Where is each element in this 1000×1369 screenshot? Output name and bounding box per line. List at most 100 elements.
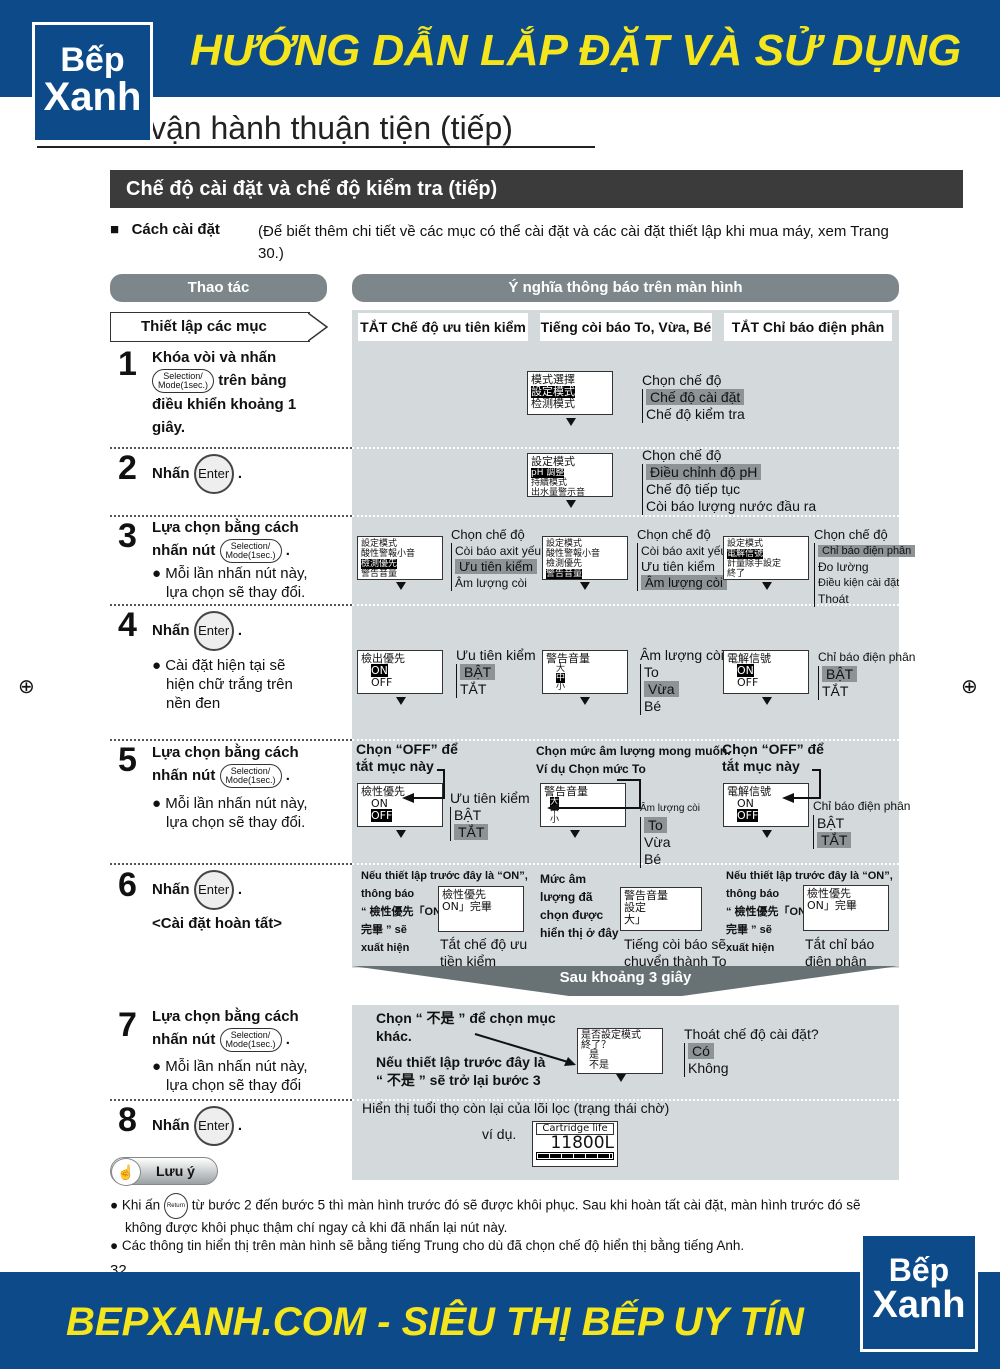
divider xyxy=(352,1099,899,1101)
result-text: Tắt chỉ báo điện phân xyxy=(805,936,875,969)
registration-mark-icon: ⊕ xyxy=(18,676,35,698)
step-number: 7 xyxy=(118,1006,137,1044)
step-7-text: Lựa chọn bằng cách nhấn nút Selection/Mo… xyxy=(152,1005,299,1053)
hand-icon: ☝ xyxy=(111,1158,141,1186)
enter-button-icon: Enter xyxy=(193,1106,234,1146)
lcd-screen: 設定模式 酸性警報小音 檢測優先 警告音量 xyxy=(542,536,628,580)
step-3-note: ● Mỗi lần nhấn nút này, lựa chọn sẽ thay … xyxy=(152,565,308,601)
step-2-text: Nhấn Enter . xyxy=(152,454,242,494)
enter-button-icon: Enter xyxy=(193,870,234,910)
lcd-screen: 設定模式 電解信號 計量除手設定 終了 xyxy=(723,536,809,580)
menu-list: Âm lượng còi To Vừa Bé xyxy=(640,647,724,715)
column-header-operation: Thao tác xyxy=(110,274,327,302)
divider xyxy=(352,447,899,449)
down-arrow-icon xyxy=(616,1074,626,1082)
down-arrow-icon xyxy=(570,830,580,838)
menu-list: Chọn chế độ Chế độ cài đặt Chế độ kiểm tra xyxy=(642,372,745,423)
step-8-text: Nhấn Enter . xyxy=(152,1106,242,1146)
logo: Bếp Xanh xyxy=(32,22,153,143)
step-number: 1 xyxy=(118,345,137,383)
divider xyxy=(110,604,352,606)
setup-items-label: Thiết lập các mục xyxy=(110,312,310,342)
lcd-screen: 檢出優先 ON OFF xyxy=(357,650,443,694)
down-arrow-icon xyxy=(566,500,576,508)
top-banner xyxy=(0,0,1000,97)
step-5-caption: Chọn “OFF” để tắt mục này xyxy=(356,741,458,774)
lcd-screen: 電解信號 ON OFF xyxy=(723,650,809,694)
divider xyxy=(110,739,352,741)
step-4-text: Nhấn Enter . xyxy=(152,611,242,651)
header-title: HƯỚNG DẪN LẮP ĐẶT VÀ SỬ DỤNG xyxy=(190,26,962,75)
filter-life-lcd: Cartridge life 11800L xyxy=(532,1121,618,1167)
menu-list: Chọn chế độ Chỉ báo điện phân Đo lường Điều… xyxy=(814,527,916,607)
divider xyxy=(352,515,899,517)
tab-buzzer: Tiếng còi báo To, Vừa, Bé xyxy=(540,313,712,341)
example-label: ví dụ. xyxy=(482,1126,517,1142)
column-header-meaning: Ý nghĩa thông báo trên màn hình xyxy=(352,274,899,302)
enter-button-icon: Enter xyxy=(193,611,234,651)
menu-list: Âm lượng còi To Vừa Bé xyxy=(640,803,700,868)
lcd-screen: 檢性優先 ON」完畢 xyxy=(438,886,524,932)
selection-mode-button-icon: Selection/Mode(1sec.) xyxy=(219,764,282,789)
lcd-screen: 設定模式 酸性警報小音 檢測優先 警告音量 xyxy=(357,536,443,580)
divider xyxy=(352,863,899,865)
lcd-screen: 警告音量大中小 xyxy=(542,650,628,694)
down-arrow-icon xyxy=(762,697,772,705)
selection-mode-button-icon: Selection/Mode(1sec.) xyxy=(219,539,282,564)
step-1-text: Khóa vòi và nhấn Selection/Mode(1sec.) t… xyxy=(152,349,297,437)
selection-arrows xyxy=(402,769,821,810)
step-5-text: Lựa chọn bằng cách nhấn nút Selection/Mo… xyxy=(152,741,299,789)
step-6-note: Nếu thiết lập trước đây là “ON”, thông bá… xyxy=(361,870,528,954)
lcd-screen: 電解信號 ON OFF xyxy=(723,783,809,827)
subtitle-underline xyxy=(37,146,595,148)
divider xyxy=(110,515,352,517)
filter-life-bar xyxy=(538,1154,612,1158)
selection-mode-button-icon: Selection/Mode(1sec.) xyxy=(219,1028,282,1053)
after-3-seconds-label: Sau khoảng 3 giây xyxy=(559,969,692,986)
return-button-icon: Return xyxy=(163,1193,188,1219)
result-text: Tắt chế độ ưu tiền kiểm xyxy=(440,936,528,969)
lcd-screen: 檢性優先 ON OFF xyxy=(357,783,443,827)
lcd-screen: 模式選擇 設定模式 检测模式 xyxy=(527,371,613,415)
down-arrow-icon xyxy=(762,830,772,838)
divider xyxy=(110,1099,352,1101)
menu-list: Ưu tiên kiểm BẬT TẮT xyxy=(456,647,536,698)
down-arrow-icon xyxy=(396,582,406,590)
lcd-screen: 警告音量 設定 大」 xyxy=(620,887,702,931)
menu-list: Chỉ báo điện phân BẬT TẮT xyxy=(813,799,911,849)
registration-mark-icon: ⊕ xyxy=(961,676,978,698)
screen-panel xyxy=(352,310,899,968)
step-number: 4 xyxy=(118,606,137,644)
lcd-screen: 檢性優先 ON」完畢 xyxy=(803,885,889,931)
step-number: 8 xyxy=(118,1101,137,1139)
down-arrow-icon xyxy=(396,697,406,705)
lcd-screen: 警告音量大中小 xyxy=(540,783,626,827)
down-arrow-icon xyxy=(396,830,406,838)
down-arrow-icon xyxy=(580,582,590,590)
down-arrow-icon xyxy=(762,582,772,590)
step-number: 3 xyxy=(118,517,137,555)
step-number: 2 xyxy=(118,449,137,487)
step-7-screen-note: Chọn “ 不是 ” để chọn mục khác. Nếu thiết lậ… xyxy=(376,1010,556,1088)
menu-list: Thoát chế độ cài đặt? Có Không xyxy=(684,1026,819,1077)
step-5-caption: Chọn mức âm lượng mong muốn. Ví dụ Chọn m… xyxy=(536,744,731,776)
divider xyxy=(110,447,352,449)
step-number: 6 xyxy=(118,866,137,904)
tab-check-priority: TẮT Chế độ ưu tiên kiểm xyxy=(358,313,528,341)
divider xyxy=(110,863,352,865)
selection-mode-button-icon: Selection/Mode(1sec.) xyxy=(152,369,215,394)
tab-electrolysis: TẮT Chỉ báo điện phân xyxy=(724,313,892,341)
step-5-caption: Chọn “OFF” để tắt mục này xyxy=(722,741,824,774)
menu-list: Chỉ báo điện phân BẬT TẮT xyxy=(818,650,916,700)
step-6-text: Nhấn Enter . xyxy=(152,870,242,910)
after-banner-shape xyxy=(352,966,899,996)
enter-button-icon: Enter xyxy=(193,454,234,494)
step-6-note: Nếu thiết lập trước đây là “ON”, thông bá… xyxy=(726,870,893,954)
menu-list: Chọn chế độ Còi báo axit yếu Ưu tiên kiểm Â… xyxy=(451,527,542,591)
page-subtitle: vận hành thuận tiện (tiếp) xyxy=(150,110,513,146)
setup-arrow xyxy=(308,312,329,342)
step-3-text: Lựa chọn bằng cách nhấn nút Selection/Mo… xyxy=(152,516,299,564)
bottom-banner xyxy=(0,1272,1000,1369)
notes: ● Khi ấn Return từ bước 2 đến bước 5 thì… xyxy=(110,1193,910,1255)
step-6-complete: <Cài đặt hoàn tất> xyxy=(152,915,283,932)
